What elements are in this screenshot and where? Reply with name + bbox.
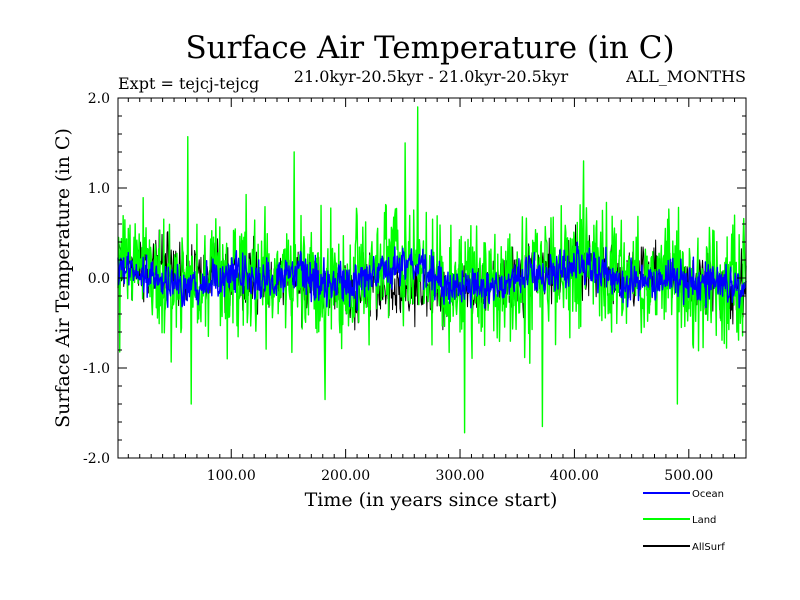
ticks-layer: 100.00 200.00 300.00 400.00 500.00 -2.0 -1.0 0.… [83, 91, 746, 484]
x-tick-label: 100.00 [207, 468, 256, 484]
y-axis-label: Surface Air Temperature (in C) [52, 128, 74, 428]
x-tick-label: 500.00 [664, 468, 713, 484]
x-axis-label: Time (in years since start) [305, 489, 558, 511]
y-tick-label: -2.0 [83, 451, 110, 467]
y-tick-label: -1.0 [83, 361, 110, 377]
plot-frame [117, 97, 747, 459]
series-layer [117, 106, 747, 434]
chart-title: Surface Air Temperature (in C) [185, 30, 674, 66]
legend-label-land: Land [692, 515, 716, 526]
series-line-ocean [117, 241, 747, 311]
legend-label-allsurf: AllSurf [692, 542, 725, 553]
y-tick-label: 0.0 [88, 271, 110, 287]
subtitle-period: 21.0kyr-20.5kyr - 21.0kyr-20.5kyr [294, 67, 569, 86]
x-tick-label: 400.00 [550, 468, 599, 484]
x-tick-label: 300.00 [436, 468, 485, 484]
subtitle-months: ALL_MONTHS [625, 67, 746, 86]
y-tick-label: 1.0 [88, 181, 110, 197]
subtitle-experiment: Expt = tejcj-tejcg [118, 74, 259, 93]
legend: Ocean Land AllSurf [643, 489, 725, 553]
series-line-land [117, 106, 747, 434]
y-tick-label: 2.0 [88, 91, 110, 107]
legend-label-ocean: Ocean [692, 489, 724, 500]
x-tick-label: 200.00 [321, 468, 370, 484]
